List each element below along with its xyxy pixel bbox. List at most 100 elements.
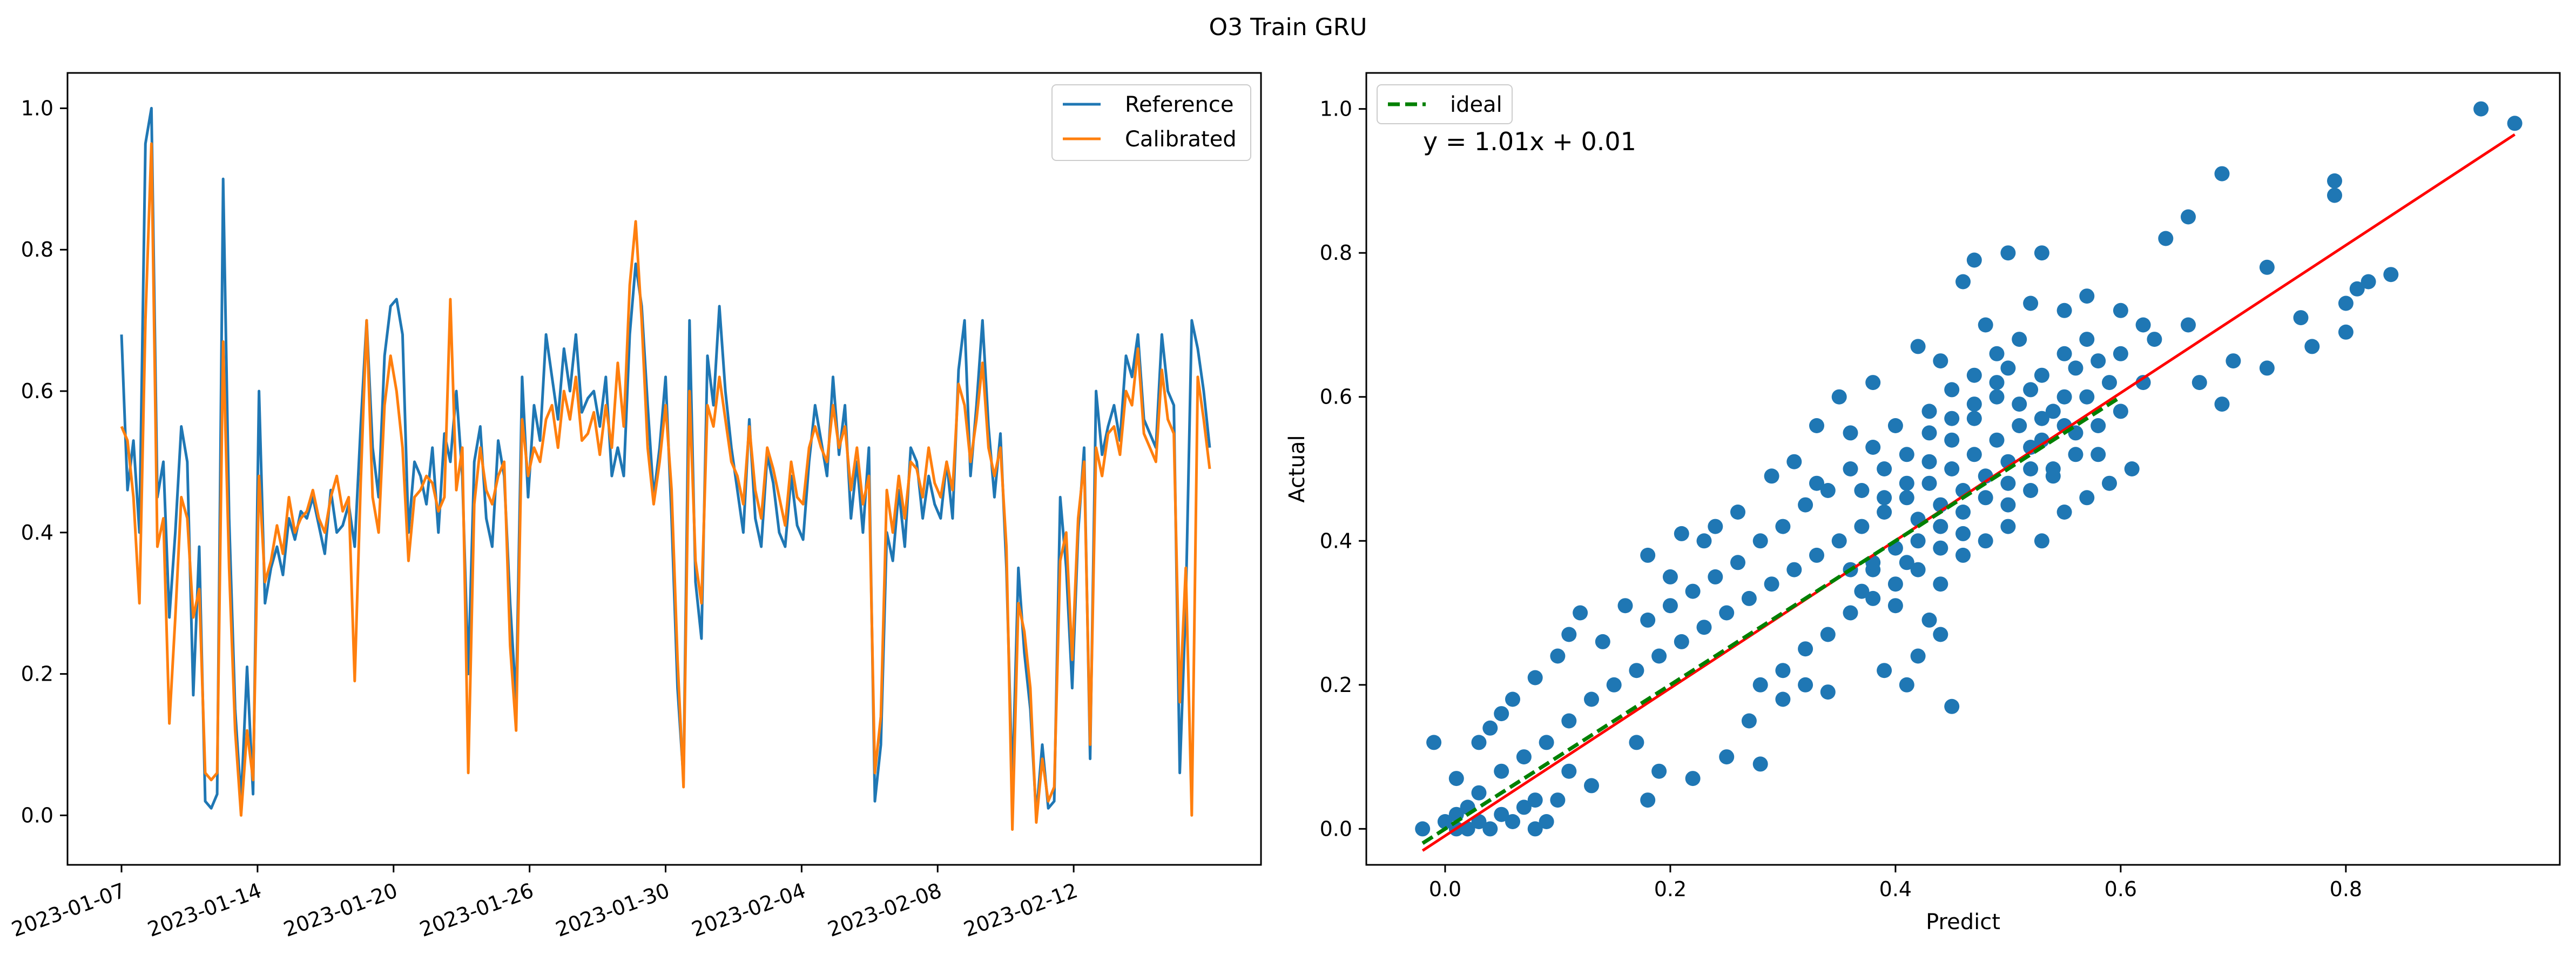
- scatter-point: [1617, 598, 1633, 614]
- scatter-point: [1437, 814, 1453, 829]
- scatter-point: [2056, 303, 2072, 318]
- scatter-point: [2135, 317, 2151, 333]
- scatter-point: [1448, 771, 1464, 787]
- scatter-point: [1527, 792, 1543, 808]
- scatter-point: [1966, 252, 1982, 268]
- scatter-point: [2023, 295, 2039, 311]
- scatter-point: [2338, 324, 2354, 340]
- scatter-point: [1741, 713, 1757, 729]
- scatter-point: [1887, 418, 1903, 433]
- scatter-point: [1775, 663, 1791, 678]
- scatter-x-ticks: 0.0 0.2 0.4 0.6 0.8: [1429, 865, 2362, 901]
- scatter-point: [2259, 259, 2275, 275]
- scatter-point: [2034, 367, 2049, 383]
- scatter-point: [1865, 590, 1881, 606]
- scatter-point: [1955, 526, 1971, 541]
- scatter-point: [1482, 821, 1498, 837]
- scatter-point: [2056, 346, 2072, 361]
- scatter-point: [1527, 821, 1543, 837]
- legend-label-ideal: ideal: [1450, 92, 1502, 117]
- scatter-point: [1674, 634, 1689, 649]
- scatter-point: [2191, 375, 2207, 391]
- scatter-point: [2091, 418, 2106, 433]
- y-tick-label: 0.2: [21, 662, 53, 686]
- scatter-point: [2327, 173, 2342, 189]
- y-tick-label: 0.4: [1320, 529, 1352, 553]
- scatter-point: [1933, 540, 1948, 556]
- scatter-point: [1595, 634, 1610, 649]
- scatter-point: [1899, 447, 1914, 462]
- y-tick-label: 1.0: [1320, 97, 1352, 121]
- scatter-lines: [1421, 133, 2516, 852]
- scatter-point: [1696, 620, 1712, 635]
- scatter-point: [1877, 663, 1892, 678]
- scatter-point: [1685, 771, 1701, 787]
- scatter-point: [1921, 425, 1937, 441]
- scatter-point: [2056, 505, 2072, 520]
- scatter-point: [1640, 612, 1656, 628]
- scatter-point: [1955, 505, 1971, 520]
- scatter-point: [1989, 375, 2005, 391]
- scatter-point: [2113, 303, 2128, 318]
- y-tick-label: 0.6: [1320, 385, 1352, 409]
- scatter-point: [1629, 663, 1644, 678]
- scatter-point: [1921, 404, 1937, 419]
- scatter-point: [1843, 461, 1858, 476]
- scatter-point: [2147, 332, 2162, 347]
- scatter-point: [2012, 332, 2027, 347]
- scatter-point: [1854, 583, 1870, 599]
- scatter-point: [1978, 490, 1993, 506]
- scatter-point: [2023, 382, 2039, 398]
- scatter-point: [1708, 569, 1723, 584]
- figure-title: O3 Train GRU: [1209, 14, 1367, 41]
- y-tick-label: 0.2: [1320, 673, 1352, 697]
- scatter-point: [1831, 389, 1847, 405]
- y-tick-label: 0.8: [21, 238, 53, 261]
- scatter-point: [2034, 432, 2049, 448]
- scatter-point: [1606, 677, 1622, 693]
- scatter-point: [2259, 360, 2275, 376]
- scatter-point: [1877, 505, 1892, 520]
- scatter-point: [2000, 475, 2016, 491]
- scatter-point: [1989, 346, 2005, 361]
- scatter-point: [1573, 605, 1588, 621]
- scatter-point: [2079, 332, 2095, 347]
- scatter-point: [2000, 360, 2016, 376]
- scatter-point: [2226, 353, 2241, 369]
- y-tick-label: 1.0: [21, 96, 53, 120]
- y-tick-label: 0.8: [1320, 241, 1352, 265]
- scatter-legend: ideal: [1377, 84, 1513, 124]
- scatter-point: [2214, 166, 2230, 182]
- scatter-point: [1719, 749, 1735, 765]
- series-line-calibrated: [120, 142, 1211, 831]
- scatter-point: [1966, 411, 1982, 426]
- scatter-point: [1584, 778, 1599, 794]
- series-line-reference: [120, 106, 1211, 817]
- scatter-point: [1516, 799, 1532, 815]
- scatter-point: [2012, 418, 2027, 433]
- scatter-point: [1741, 590, 1757, 606]
- scatter-points: [1415, 101, 2523, 837]
- legend-label-reference: Reference: [1125, 92, 1233, 117]
- scatter-point: [1798, 641, 1813, 657]
- scatter-point: [2338, 295, 2354, 311]
- scatter-point: [1955, 547, 1971, 563]
- scatter-point: [2181, 209, 2196, 225]
- scatter-point: [1798, 677, 1813, 693]
- scatter-point: [2079, 288, 2095, 304]
- scatter-point: [1471, 814, 1487, 829]
- scatter-point: [2473, 101, 2489, 117]
- scatter-point: [2023, 483, 2039, 498]
- scatter-point: [1809, 475, 1824, 491]
- scatter-point: [2091, 447, 2106, 462]
- scatter-point: [1899, 490, 1914, 506]
- scatter-point: [1730, 505, 1745, 520]
- scatter-point: [1944, 382, 1960, 398]
- y-tick-label: 0.6: [21, 379, 53, 403]
- scatter-point: [2124, 461, 2140, 476]
- scatter-point: [1786, 562, 1802, 577]
- scatter-point: [1426, 735, 1442, 750]
- scatter-point: [1561, 713, 1577, 729]
- scatter-point: [2383, 267, 2399, 283]
- scatter-point: [1899, 555, 1914, 570]
